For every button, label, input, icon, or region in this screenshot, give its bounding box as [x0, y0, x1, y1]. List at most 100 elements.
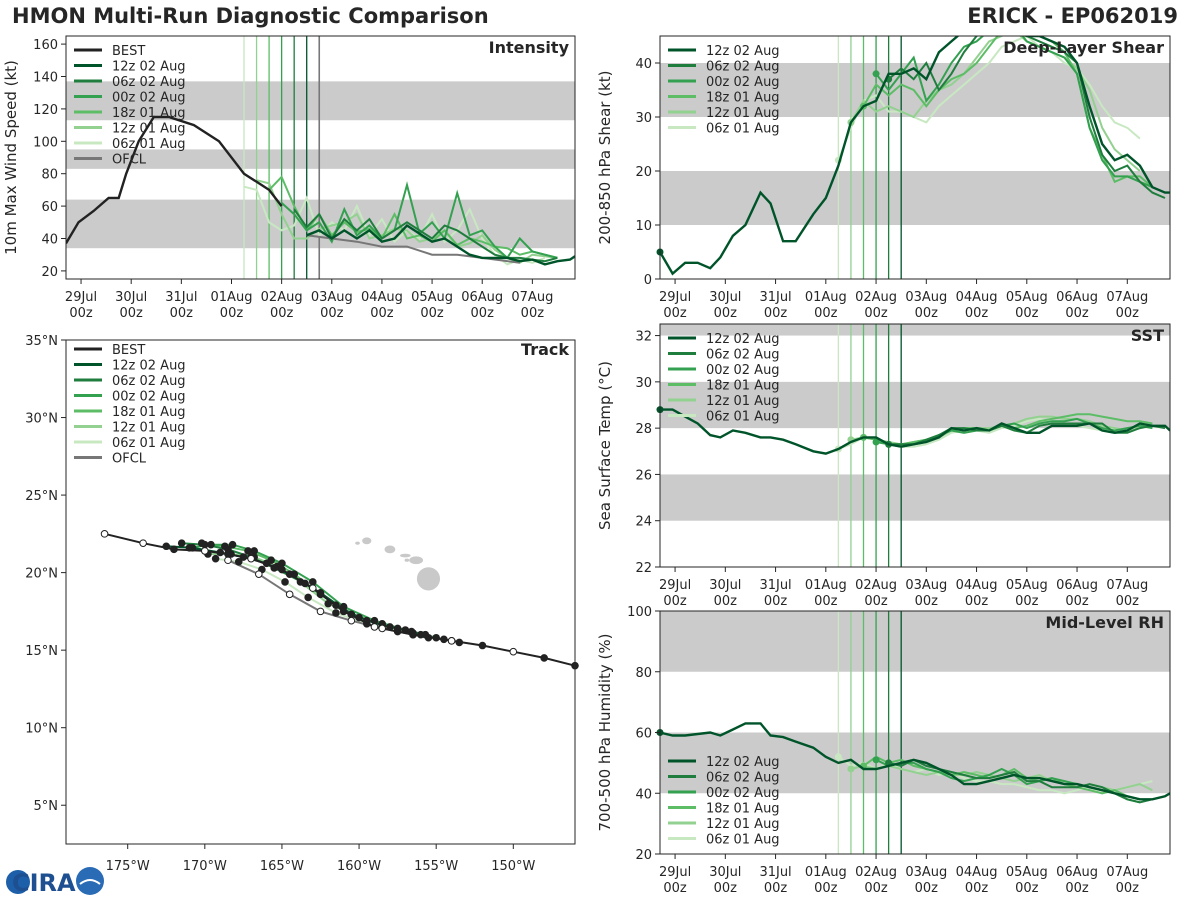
sst-xtick-label-hour: 00z	[915, 594, 939, 609]
intensity-xtick-label-day: 29Jul	[65, 290, 97, 305]
track-legend-label-06z-01-aug: 06z 01 Aug	[112, 436, 186, 451]
rh-xtick-label-day: 07Aug	[1106, 865, 1148, 880]
sst-xtick-label-hour: 00z	[714, 594, 738, 609]
track-position-best	[478, 641, 487, 650]
track-position-06z-01-aug	[304, 593, 312, 602]
shear-xtick-label-day: 02Aug	[855, 290, 897, 305]
intensity-xtick-label-day: 30Jul	[115, 290, 147, 305]
track-position-18z-01-aug	[244, 547, 252, 555]
track-position-12z-01-aug	[324, 599, 333, 608]
rh-xtick-label-day: 04Aug	[956, 865, 998, 880]
shear-xtick-label-hour: 00z	[663, 306, 687, 321]
intensity-xtick-label-day: 01Aug	[211, 290, 253, 305]
sst-band-0	[660, 474, 1170, 521]
sst-xtick-label-hour: 00z	[764, 594, 788, 609]
island-kauai	[362, 537, 372, 545]
rh-legend-label-06z-01-aug: 06z 01 Aug	[706, 833, 780, 848]
intensity-legend-label-12z-01-aug: 12z 01 Aug	[112, 122, 186, 137]
intensity-ylabel: 10m Max Wind Speed (kt)	[2, 60, 20, 255]
track-frame	[65, 339, 576, 845]
shear-xtick-label-hour: 00z	[814, 306, 838, 321]
track-position-12z-02-aug	[316, 588, 325, 597]
track-position-ofcl	[285, 590, 294, 599]
shear-xtick-label-hour: 00z	[915, 306, 939, 321]
shear-panel-title: Deep-Layer Shear	[1003, 38, 1164, 57]
sst-ytick-label: 32	[635, 330, 652, 345]
track-position-00z-02-aug	[278, 559, 286, 568]
shear-ytick-label: 0	[644, 273, 652, 288]
sst-xtick-label-day: 04Aug	[956, 578, 998, 593]
intensity-xtick-label-hour: 00z	[270, 306, 294, 321]
rh-ylabel: 700-500 hPa Humidity (%)	[596, 633, 614, 831]
sst-ylabel: Sea Surface Temp (°C)	[596, 361, 614, 530]
rh-init-marker-00z-02-aug	[872, 756, 880, 764]
sst-ytick-label: 24	[635, 515, 652, 530]
sst-legend-label-00z-02-aug: 00z 02 Aug	[706, 363, 780, 378]
shear-legend-label-12z-02-aug: 12z 02 Aug	[706, 44, 780, 59]
intensity-panel: 2040608010012014016029Jul00z30Jul00z31Ju…	[2, 35, 576, 321]
track-position-00z-02-aug	[432, 633, 440, 642]
sst-xtick-label-day: 07Aug	[1106, 578, 1148, 593]
track-ytick-label: 15°N	[25, 644, 58, 659]
intensity-ytick-label: 80	[41, 168, 58, 183]
rh-band-1	[660, 611, 1170, 672]
track-position-00z-02-aug	[308, 578, 317, 586]
track-position-best	[224, 550, 232, 558]
rh-ytick-label: 80	[635, 666, 652, 681]
track-position-12z-02-aug	[216, 548, 225, 557]
sst-xtick-label-day: 30Jul	[709, 578, 741, 593]
rh-legend-label-12z-01-aug: 12z 01 Aug	[706, 817, 780, 832]
sst-ytick-label: 30	[635, 376, 652, 391]
rh-xtick-label-day: 02Aug	[855, 865, 897, 880]
intensity-ytick-label: 160	[33, 38, 58, 53]
intensity-xtick-label-hour: 00z	[471, 306, 495, 321]
intensity-series-best	[66, 115, 283, 245]
rh-xtick-label-day: 30Jul	[709, 865, 741, 880]
intensity-legend-label-best: BEST	[112, 44, 145, 59]
rh-xtick-label-hour: 00z	[864, 881, 888, 896]
shear-series-06z-01-aug	[837, 36, 1141, 161]
track-series-best	[104, 532, 576, 667]
sst-legend-label-12z-02-aug: 12z 02 Aug	[706, 332, 780, 347]
sst-xtick-label-hour: 00z	[1065, 594, 1089, 609]
track-ytick-label: 5°N	[34, 799, 59, 814]
intensity-legend-label-12z-02-aug: 12z 02 Aug	[112, 60, 186, 75]
rh-xtick-label-hour: 00z	[1015, 881, 1039, 896]
rh-panel: 2040608010029Jul00z30Jul00z31Jul00z01Aug…	[596, 605, 1171, 896]
intensity-xtick-label-hour: 00z	[120, 306, 144, 321]
shear-panel: 01020304029Jul00z30Jul00z31Jul00z01Aug00…	[596, 35, 1171, 321]
track-legend-label-best: BEST	[112, 343, 145, 358]
intensity-xtick-label-hour: 00z	[370, 306, 394, 321]
track-position-06z-01-aug	[234, 557, 243, 566]
track-xtick-label: 175°W	[106, 859, 150, 874]
cira-logo: CIRA	[6, 867, 104, 897]
track-ytick-label: 35°N	[25, 334, 58, 349]
track-position-06z-02-aug	[177, 539, 186, 547]
track-position-06z-01-aug	[455, 638, 464, 647]
shear-xtick-label-day: 06Aug	[1056, 290, 1098, 305]
shear-xtick-label-hour: 00z	[714, 306, 738, 321]
intensity-xtick-label-day: 31Jul	[165, 290, 197, 305]
track-legend-label-06z-02-aug: 06z 02 Aug	[112, 374, 186, 389]
rh-ytick-label: 40	[635, 787, 652, 802]
track-position-ofcl	[255, 570, 263, 578]
sst-legend-label-06z-02-aug: 06z 02 Aug	[706, 348, 780, 363]
track-xtick-label: 160°W	[337, 859, 381, 874]
shear-series-06z-02-aug	[887, 36, 1166, 199]
intensity-xtick-label-day: 02Aug	[261, 290, 303, 305]
sst-panel-title: SST	[1131, 326, 1164, 345]
track-position-06z-02-aug	[421, 630, 430, 639]
sst-ytick-label: 22	[635, 561, 652, 576]
track-position-best	[308, 584, 317, 592]
shear-xtick-label-hour: 00z	[864, 306, 888, 321]
track-position-12z-02-aug	[188, 544, 197, 552]
shear-xtick-label-day: 30Jul	[709, 290, 741, 305]
shear-xtick-label-hour: 00z	[1065, 306, 1089, 321]
track-position-best	[447, 637, 456, 645]
track-position-00z-02-aug	[250, 547, 258, 555]
rh-series-12z-02-aug	[660, 722, 1170, 801]
track-xtick-label: 155°W	[414, 859, 458, 874]
shear-xtick-label-hour: 00z	[1116, 306, 1140, 321]
intensity-ytick-label: 20	[41, 265, 58, 280]
